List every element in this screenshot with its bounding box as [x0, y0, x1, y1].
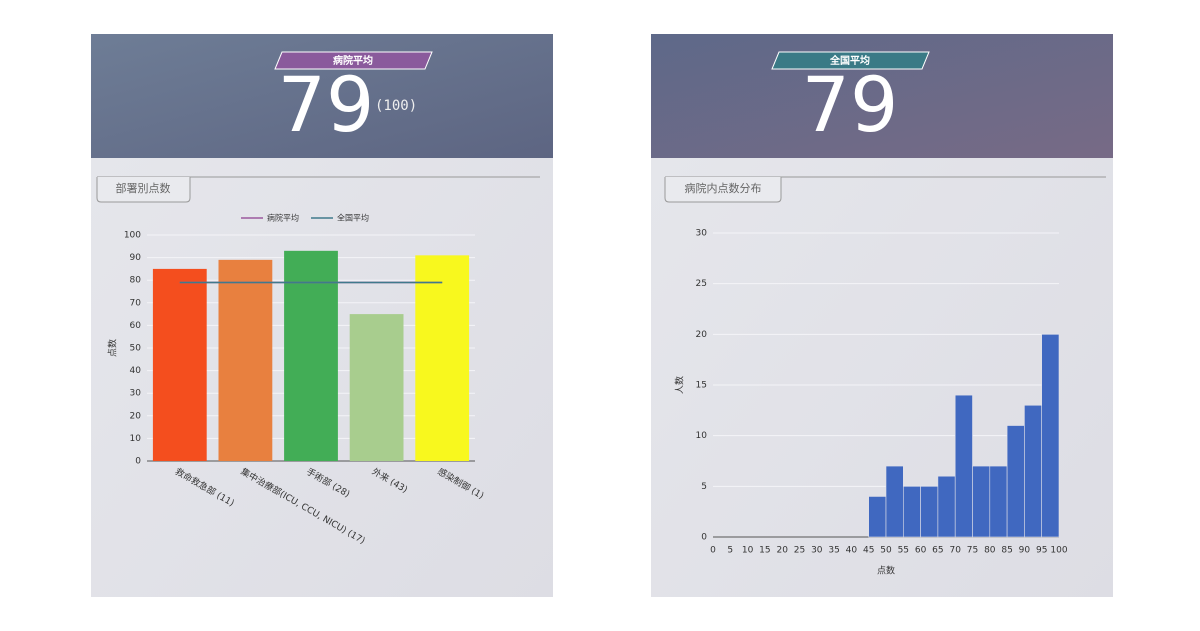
- badge-text: 病院平均: [333, 54, 373, 67]
- histogram-bar: [989, 465, 1008, 538]
- y-tick-label: 80: [130, 276, 142, 286]
- tab: [96, 177, 191, 203]
- bar: [152, 268, 207, 461]
- histogram-bar: [1006, 425, 1025, 538]
- bar: [218, 259, 273, 461]
- y-tick-label: 40: [130, 366, 142, 376]
- x-tick-label: 25: [794, 546, 805, 556]
- histogram-bar: [1024, 404, 1043, 538]
- x-tick-label: 80: [984, 546, 996, 556]
- y-tick-label: 70: [130, 298, 142, 308]
- x-tick-label: 15: [759, 546, 770, 556]
- y-tick-label: 15: [696, 381, 707, 391]
- y-tick-label: 0: [135, 457, 141, 467]
- badge: [274, 51, 433, 70]
- x-tick-label: 75: [967, 546, 978, 556]
- histogram-bar: [937, 475, 956, 538]
- y-tick-label: 20: [130, 411, 142, 421]
- y-tick-label: 100: [124, 231, 141, 241]
- tab-text: 部署別点数: [116, 181, 171, 195]
- histogram-bar: [920, 486, 939, 538]
- legend-label: 全国平均: [337, 213, 369, 223]
- legend-label: 病院平均: [267, 213, 299, 223]
- tab: [664, 177, 782, 203]
- x-tick-label: 95: [1036, 546, 1047, 556]
- bar: [349, 314, 404, 461]
- x-tick-label: 10: [742, 546, 754, 556]
- y-tick-label: 20: [696, 330, 708, 340]
- y-tick-label: 10: [696, 431, 708, 441]
- score-max: (100): [375, 98, 417, 114]
- x-tick-label: 90: [1019, 546, 1031, 556]
- y-tick-label: 5: [701, 482, 707, 492]
- score: 79: [802, 60, 899, 149]
- x-tick-label: 70: [949, 546, 961, 556]
- badge-text: 全国平均: [829, 54, 870, 67]
- x-tick-label: 35: [828, 546, 839, 556]
- y-tick-label: 25: [696, 279, 707, 289]
- x-tick-label: 5: [727, 546, 733, 556]
- x-tick-label: 45: [863, 546, 874, 556]
- x-tick-label: 100: [1050, 546, 1067, 556]
- panel: 病院平均 79 (100) 部署別点数: [91, 34, 553, 597]
- y-tick-label: 90: [130, 253, 142, 263]
- bar: [284, 250, 338, 461]
- histogram-bar: [885, 465, 904, 538]
- x-tick-label: 60: [915, 546, 927, 556]
- histogram-bar: [902, 486, 921, 538]
- x-tick-label: 30: [811, 546, 823, 556]
- tab-text: 病院内点数分布: [685, 181, 762, 195]
- x-tick-label: 50: [880, 546, 892, 556]
- badge: [771, 51, 930, 70]
- y-axis-label: 人数: [674, 376, 686, 394]
- x-tick-label: 55: [898, 546, 909, 556]
- histogram-bar: [954, 394, 973, 538]
- x-tick-label: 40: [846, 546, 858, 556]
- x-tick-label: 0: [710, 546, 716, 556]
- histogram-bar: [972, 465, 991, 538]
- y-tick-label: 60: [130, 321, 142, 331]
- y-tick-label: 50: [130, 344, 142, 354]
- y-axis-label: 点数: [107, 339, 119, 357]
- bar: [415, 255, 470, 461]
- y-tick-label: 0: [701, 533, 707, 543]
- histogram-bar: [1041, 334, 1060, 538]
- y-tick-label: 10: [130, 434, 142, 444]
- x-tick-label: 65: [932, 546, 943, 556]
- x-tick-label: 20: [776, 546, 788, 556]
- histogram-bar: [868, 496, 887, 538]
- x-tick-label: 85: [1001, 546, 1012, 556]
- y-tick-label: 30: [130, 389, 142, 399]
- y-tick-label: 30: [696, 229, 708, 239]
- score: 79: [278, 60, 375, 149]
- x-axis-label: 点数: [877, 565, 895, 577]
